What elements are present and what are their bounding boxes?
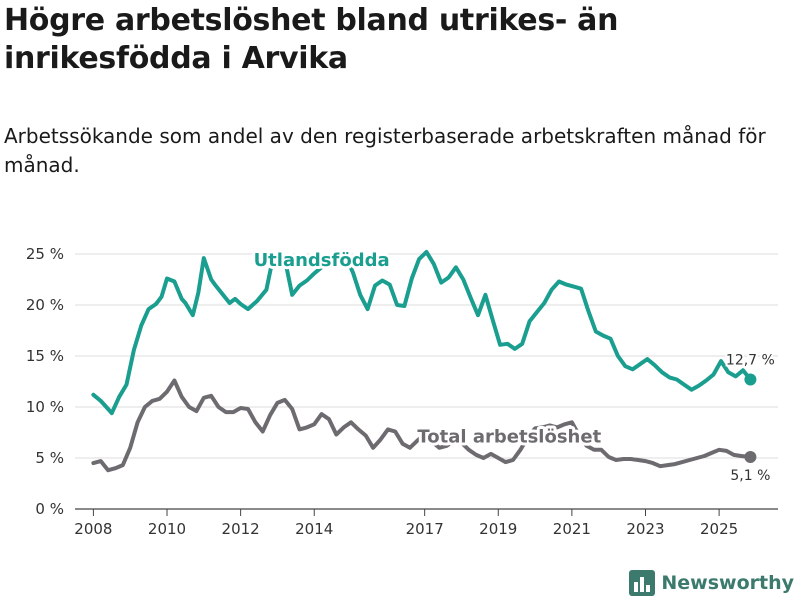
y-tick-label: 10 % (26, 398, 64, 416)
series-label-utlandsfodda: Utlandsfödda (254, 250, 390, 271)
y-tick-label: 15 % (26, 347, 64, 365)
y-axis: 0 % 5 % 10 % 15 % 20 % 25 % (26, 245, 64, 518)
series-line-utlandsfodda (91, 250, 753, 416)
x-tick-label: 2012 (222, 520, 260, 538)
bar-chart-icon (629, 570, 656, 596)
series-line-total (91, 378, 753, 473)
x-tick-label: 2010 (148, 520, 186, 538)
x-tick-label: 2023 (626, 520, 664, 538)
end-label-utlandsfodda: 12,7 % (726, 352, 775, 368)
y-tick-label: 0 % (35, 500, 64, 518)
chart-subtitle: Arbetssökande som andel av den registerb… (4, 124, 766, 177)
end-label-total: 5,1 % (730, 468, 770, 484)
x-tick-label: 2014 (295, 520, 333, 538)
series-lines (91, 250, 757, 473)
end-point-total (744, 450, 757, 463)
x-tick-label: 2025 (700, 520, 738, 538)
series-label-total: Total arbetslöshet (417, 427, 601, 448)
y-tick-label: 25 % (26, 245, 64, 263)
end-point-utlandsfodda (744, 373, 757, 386)
brand-name: Newsworthy (661, 572, 794, 594)
x-tick-label: 2017 (406, 520, 444, 538)
brand-logo: Newsworthy (629, 570, 794, 596)
y-tick-label: 20 % (26, 296, 64, 314)
x-tick-label: 2008 (74, 520, 112, 538)
x-tick-label: 2021 (553, 520, 591, 538)
chart-title: Högre arbetslöshet bland utrikes- än inr… (4, 3, 619, 76)
y-tick-label: 5 % (35, 449, 64, 467)
x-axis: 2008 2010 2012 2014 2017 2019 2021 2023 2025 (74, 509, 738, 538)
x-tick-label: 2019 (479, 520, 517, 538)
series-labels: Utlandsfödda Total arbetslöshet 12,7 % 5,1 … (251, 247, 777, 486)
